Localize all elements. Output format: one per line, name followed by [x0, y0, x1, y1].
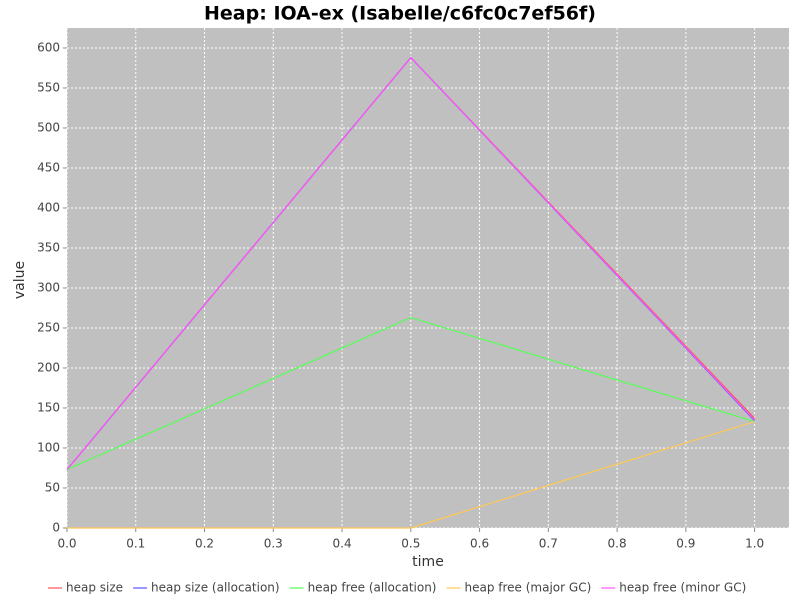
x-tick-label: 1.0 — [745, 537, 764, 551]
x-tick-label: 0.6 — [470, 537, 489, 551]
series-line — [66, 56, 756, 470]
y-tick-label: 150 — [37, 401, 60, 415]
series-line — [66, 316, 755, 471]
y-tick-label: 350 — [37, 241, 60, 255]
x-tick-label: 0.1 — [126, 537, 145, 551]
plot-area — [67, 28, 789, 528]
y-tick-label: 0 — [52, 521, 60, 535]
y-tick-label: 600 — [37, 41, 60, 55]
legend-label: heap free (minor GC) — [619, 581, 746, 595]
chart-title: Heap: IOA-ex (Isabelle/c6fc0c7ef56f) — [204, 3, 596, 25]
x-tick-label: 0.9 — [676, 537, 695, 551]
y-tick-label: 500 — [37, 121, 60, 135]
y-tick-label: 450 — [37, 161, 60, 175]
x-tick-label: 0.2 — [195, 537, 214, 551]
x-tick-label: 0.4 — [333, 537, 352, 551]
y-tick-label: 100 — [37, 441, 60, 455]
series-line — [67, 421, 755, 529]
y-tick-label: 550 — [37, 81, 60, 95]
legend-label: heap size (allocation) — [151, 581, 280, 595]
x-tick-label: 0.5 — [401, 537, 420, 551]
x-tick-label: 0.0 — [57, 537, 76, 551]
y-tick-label: 250 — [37, 321, 60, 335]
y-tick-label: 200 — [37, 361, 60, 375]
x-axis-label: time — [412, 554, 444, 570]
legend-label: heap free (allocation) — [308, 581, 437, 595]
x-tick-label: 0.8 — [608, 537, 627, 551]
y-axis-label: value — [12, 261, 28, 299]
legend-label: heap size — [66, 581, 123, 595]
legend-label: heap free (major GC) — [465, 581, 592, 595]
y-tick-label: 50 — [45, 481, 60, 495]
x-tick-label: 0.7 — [539, 537, 558, 551]
x-tick-label: 0.3 — [264, 537, 283, 551]
y-tick-label: 300 — [37, 281, 60, 295]
y-tick-label: 400 — [37, 201, 60, 215]
